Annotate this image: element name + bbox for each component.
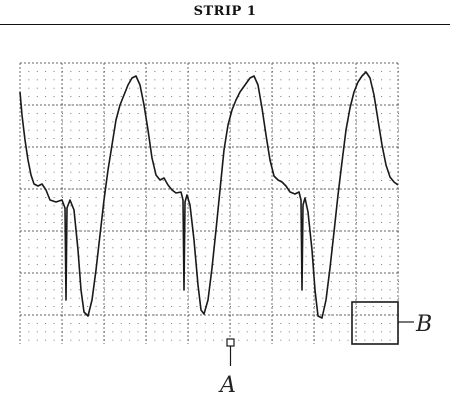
marker-b-box (351, 301, 399, 345)
marker-b-label: B (415, 312, 432, 337)
marker-a: A (218, 338, 236, 398)
title-rule (0, 24, 450, 26)
grid-dots (28, 70, 399, 341)
strip-title: STRIP 1 (193, 4, 257, 19)
ecg-grid (19, 62, 399, 344)
marker-a-box (226, 338, 235, 347)
marker-b: B (351, 301, 432, 345)
marker-a-label: A (218, 373, 236, 398)
ecg-waveform (19, 71, 399, 319)
